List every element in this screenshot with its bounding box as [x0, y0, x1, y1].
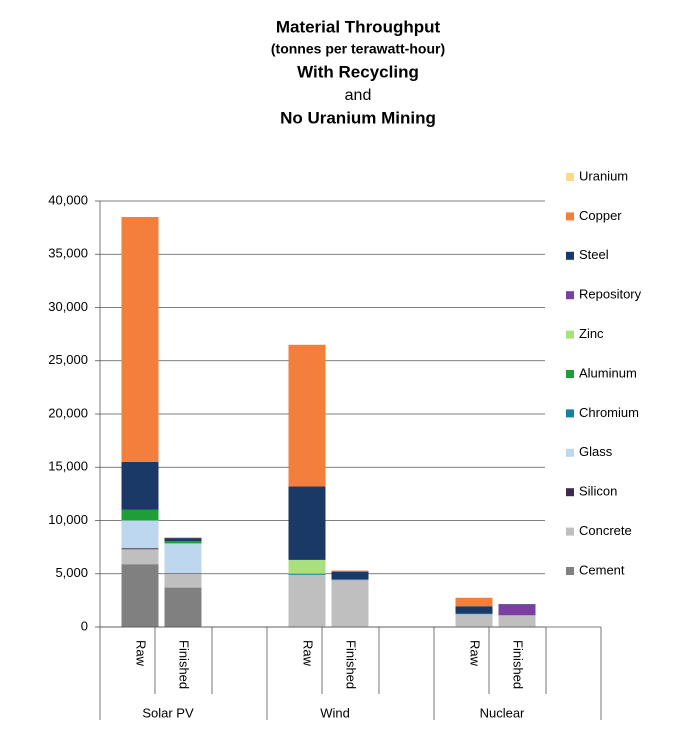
legend-label: Silicon: [579, 484, 617, 499]
legend-label: Concrete: [579, 523, 632, 538]
bar-segment: [331, 570, 369, 572]
legend-label: Copper: [579, 208, 622, 223]
bar-segment: [288, 574, 326, 627]
bar-segment: [164, 543, 202, 574]
bar-segment: [288, 559, 326, 574]
x-tick-label: Raw: [468, 640, 483, 667]
x-tick-label: Raw: [134, 640, 149, 667]
y-tick-label: 30,000: [48, 299, 88, 314]
group-label: Solar PV: [142, 705, 194, 720]
legend-label: Repository: [579, 287, 642, 302]
chart-title: and: [345, 87, 372, 104]
bar-segment: [498, 615, 536, 627]
chart-title: With Recycling: [297, 62, 419, 81]
bar-segment: [288, 573, 326, 575]
legend-swatch: [566, 173, 574, 181]
legend-label: Glass: [579, 444, 613, 459]
bar-segment: [164, 538, 202, 542]
bar-segment: [455, 614, 493, 627]
legend-swatch: [566, 370, 574, 378]
legend-label: Cement: [579, 562, 625, 577]
y-tick-label: 35,000: [48, 246, 88, 261]
legend-label: Chromium: [579, 405, 639, 420]
legend-label: Uranium: [579, 168, 628, 183]
bar-segment: [164, 537, 202, 539]
bar-segment: [498, 604, 536, 616]
legend-label: Zinc: [579, 326, 604, 341]
legend-swatch: [566, 448, 574, 457]
bar-segment: [288, 344, 326, 487]
bar-segment: [455, 613, 493, 615]
chart-title: No Uranium Mining: [280, 108, 436, 127]
legend-label: Steel: [579, 247, 609, 262]
legend-swatch: [566, 251, 574, 260]
legend-swatch: [566, 409, 574, 418]
bar-segment: [164, 587, 202, 627]
chart-title: Material Throughput: [276, 17, 441, 36]
x-tick-label: Raw: [301, 640, 316, 667]
bar-segment: [455, 606, 493, 614]
bar-segment: [121, 564, 159, 627]
bar-segment: [455, 597, 493, 607]
bar-segment: [288, 486, 326, 560]
bar-segment: [164, 541, 202, 544]
bar-segment: [121, 216, 159, 462]
legend-swatch: [566, 330, 574, 339]
bar-segment: [121, 549, 159, 565]
bar-segment: [331, 580, 369, 627]
bar-segment: [498, 604, 536, 605]
bar-segment: [164, 573, 202, 574]
y-tick-label: 5,000: [55, 565, 88, 580]
x-tick-label: Finished: [177, 640, 192, 689]
bar-segment: [121, 548, 159, 550]
legend-label: Aluminum: [579, 365, 637, 380]
x-tick-label: Finished: [511, 640, 526, 689]
legend-swatch: [566, 291, 574, 300]
legend-swatch: [566, 567, 574, 575]
x-tick-label: Finished: [344, 640, 359, 689]
y-tick-label: 15,000: [48, 459, 88, 474]
y-tick-label: 0: [81, 618, 88, 633]
chart-title: (tonnes per terawatt-hour): [271, 41, 445, 57]
bar-segment: [121, 509, 159, 521]
group-label: Nuclear: [480, 705, 525, 720]
y-tick-label: 40,000: [48, 192, 88, 207]
bar-segment: [331, 579, 369, 581]
y-tick-label: 20,000: [48, 405, 88, 420]
y-tick-label: 25,000: [48, 352, 88, 367]
bar-segment: [121, 520, 159, 549]
bar-segment: [164, 573, 202, 588]
legend-swatch: [566, 527, 574, 536]
group-label: Wind: [320, 705, 350, 720]
legend-swatch: [566, 212, 574, 221]
legend-swatch: [566, 488, 574, 497]
bar-segment: [331, 571, 369, 580]
y-tick-label: 10,000: [48, 512, 88, 527]
bar-segment: [121, 461, 159, 510]
